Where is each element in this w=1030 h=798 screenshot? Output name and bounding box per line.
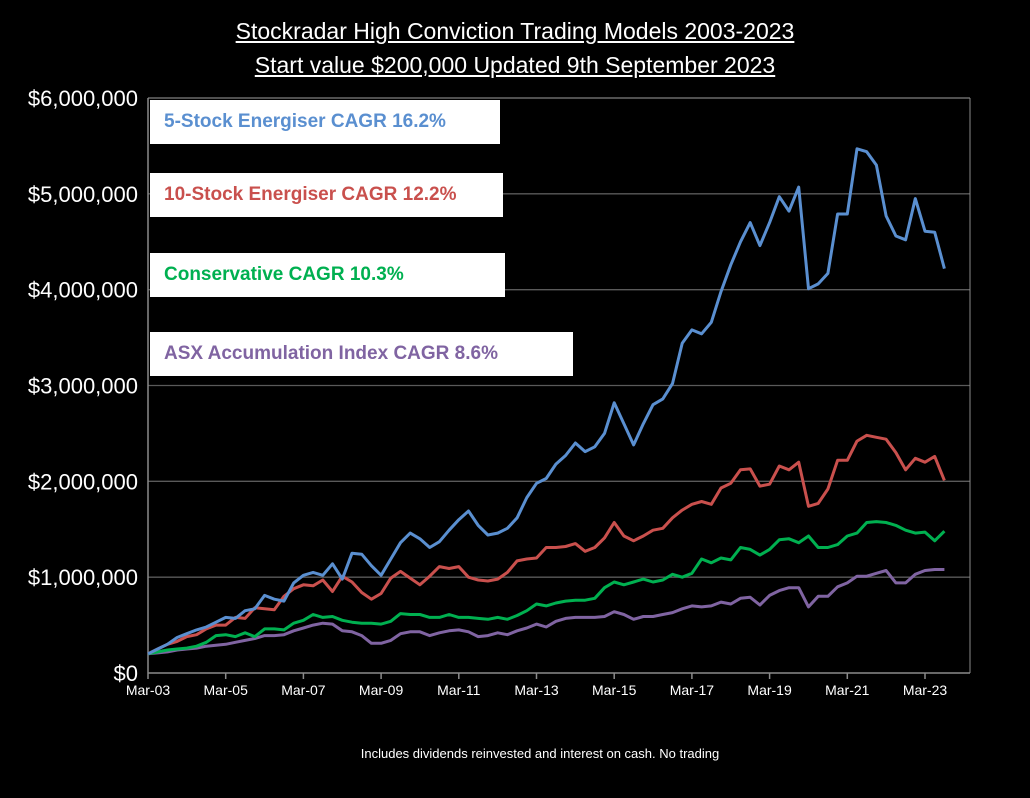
legend-entry-5-stock: 5-Stock Energiser CAGR 16.2% bbox=[150, 100, 500, 144]
x-tick-label: Mar-21 bbox=[825, 682, 870, 698]
series-line bbox=[147, 520, 946, 656]
x-tick-label: Mar-15 bbox=[592, 682, 637, 698]
x-tick-label: Mar-11 bbox=[437, 682, 481, 698]
x-tick-label: Mar-07 bbox=[281, 682, 326, 698]
series-line bbox=[147, 568, 945, 656]
series-line bbox=[147, 433, 946, 656]
y-tick-label: $6,000,000 bbox=[28, 86, 138, 111]
legend-label: Conservative CAGR 10.3% bbox=[164, 264, 404, 285]
x-tick-label: Mar-09 bbox=[359, 682, 404, 698]
x-tick-label: Mar-05 bbox=[204, 682, 249, 698]
x-tick-label: Mar-19 bbox=[747, 682, 792, 698]
chart-title: Stockradar High Conviction Trading Model… bbox=[235, 18, 795, 44]
x-tick-label: Mar-13 bbox=[514, 682, 559, 698]
legend-entry-10-stock: 10-Stock Energiser CAGR 12.2% bbox=[150, 173, 503, 217]
y-tick-label: $2,000,000 bbox=[28, 469, 138, 494]
legend-entry-asx: ASX Accumulation Index CAGR 8.6% bbox=[150, 332, 573, 376]
footnote: Includes dividends reinvested and intere… bbox=[360, 746, 720, 761]
legend-label: ASX Accumulation Index CAGR 8.6% bbox=[164, 343, 498, 364]
y-tick-label: $0 bbox=[114, 661, 138, 686]
x-tick-label: Mar-17 bbox=[670, 682, 715, 698]
y-tick-label: $3,000,000 bbox=[28, 374, 138, 399]
x-tick-label: Mar-23 bbox=[903, 682, 948, 698]
chart-subtitle: Start value $200,000 Updated 9th Septemb… bbox=[254, 52, 776, 78]
y-tick-label: $5,000,000 bbox=[28, 182, 138, 207]
legend-entry-conservative: Conservative CAGR 10.3% bbox=[150, 253, 505, 297]
x-tick-label: Mar-03 bbox=[126, 682, 171, 698]
legend-label: 10-Stock Energiser CAGR 12.2% bbox=[164, 184, 457, 205]
series-line bbox=[147, 147, 946, 656]
y-tick-label: $4,000,000 bbox=[28, 278, 138, 303]
y-tick-label: $1,000,000 bbox=[28, 565, 138, 590]
legend-label: 5-Stock Energiser CAGR 16.2% bbox=[164, 111, 446, 132]
